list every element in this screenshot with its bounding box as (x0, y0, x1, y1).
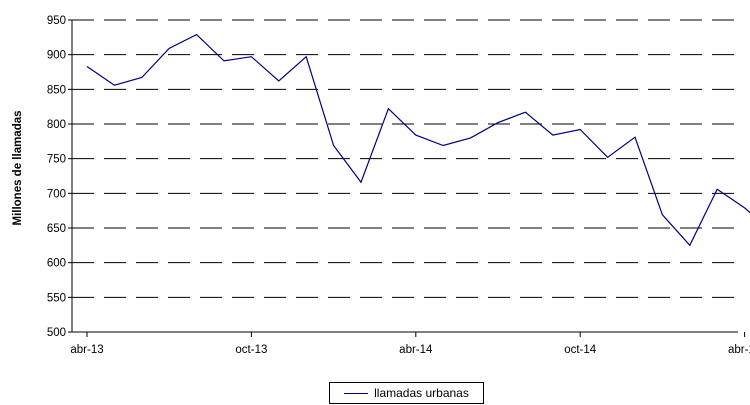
x-tick-label: oct-13 (235, 344, 267, 356)
y-tick-label: 950 (47, 15, 66, 27)
y-tick-label: 550 (47, 292, 66, 304)
x-tick-label: oct-14 (564, 344, 597, 356)
y-tick-label: 500 (47, 327, 66, 339)
legend-swatch (344, 392, 369, 394)
series-line (86, 33, 750, 247)
x-tick-label: abr-14 (399, 344, 433, 356)
y-tick-label: 650 (47, 223, 66, 235)
x-tick-label: abr-13 (70, 344, 103, 356)
gridlines (72, 19, 738, 298)
y-tick-labels: 500 550 600 650 700 750 800 850 900 950 (47, 15, 66, 339)
legend: llamadas urbanas (329, 382, 484, 404)
x-tick-labels: abr-13 oct-13 abr-14 oct-14 abr-15 (70, 344, 750, 356)
y-tick-label: 850 (47, 84, 66, 96)
legend-label: llamadas urbanas (374, 386, 469, 400)
series-lines (86, 33, 750, 247)
axes (68, 19, 746, 337)
y-tick-label: 800 (47, 119, 66, 131)
y-tick-label: 750 (47, 154, 66, 166)
y-tick-label: 900 (47, 50, 66, 62)
y-tick-label: 600 (47, 258, 66, 270)
y-tick-label: 700 (47, 188, 66, 200)
y-axis-label: Millones de llamadas (12, 110, 24, 225)
x-tick-label: abr-15 (728, 344, 750, 356)
